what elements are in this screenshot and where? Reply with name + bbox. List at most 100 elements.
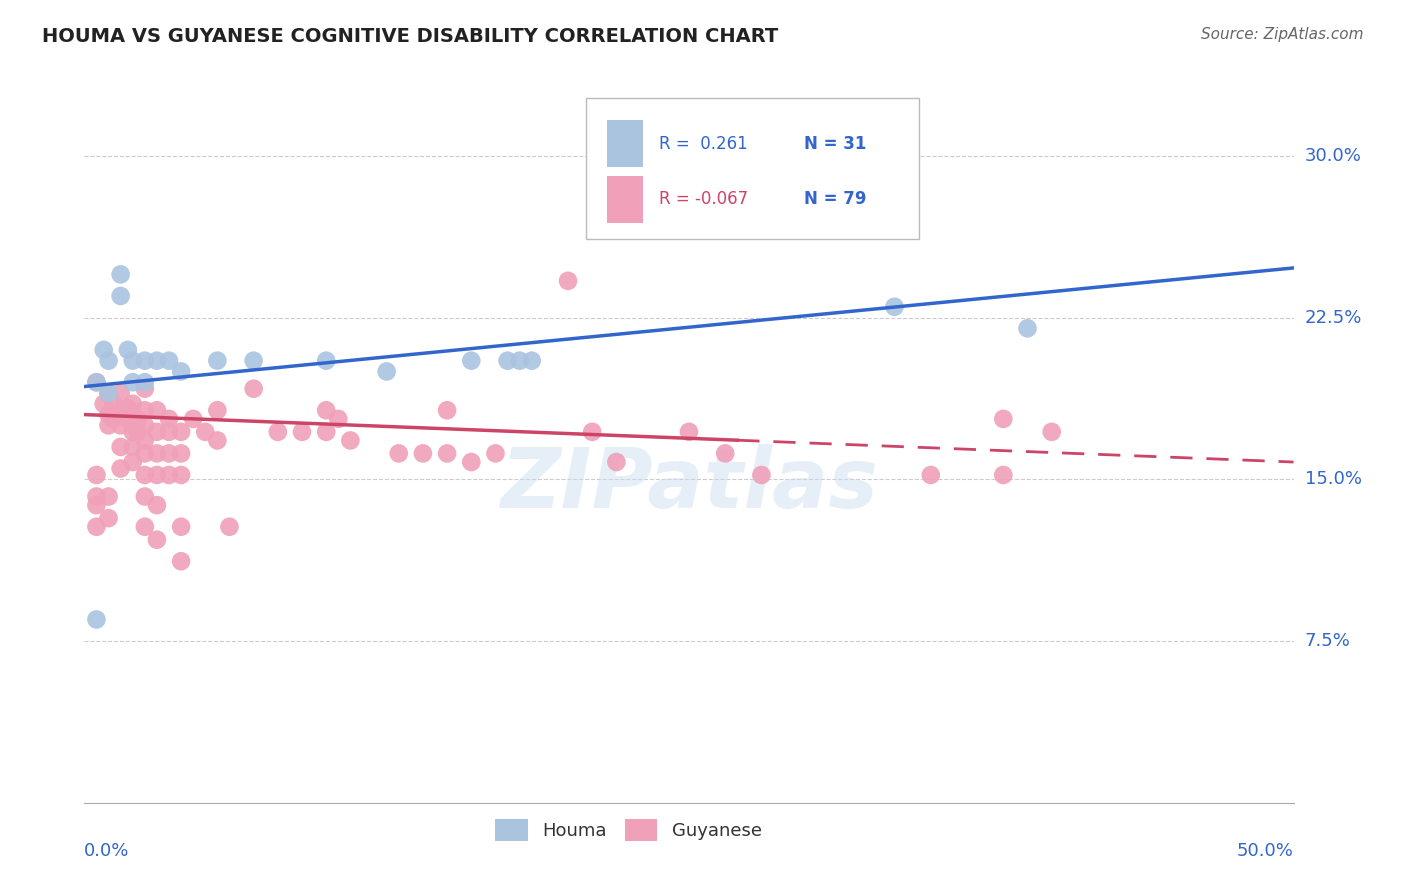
Point (157, 353, 180, 368)
Point (291, 425, 314, 439)
Point (93, 397, 115, 411)
Point (127, 425, 149, 439)
Point (146, 425, 169, 439)
FancyBboxPatch shape (607, 120, 643, 168)
Point (207, 353, 229, 368)
Point (97, 490, 120, 504)
Point (146, 446, 169, 460)
Point (460, 353, 482, 368)
Point (146, 403, 169, 417)
Point (181, 412, 204, 426)
Point (134, 376, 156, 390)
Point (110, 440, 132, 454)
Point (121, 440, 143, 454)
Point (242, 353, 264, 368)
Point (315, 425, 337, 439)
Point (146, 533, 169, 547)
Point (436, 403, 458, 417)
Point (134, 434, 156, 448)
Point (134, 353, 156, 368)
Point (121, 376, 143, 390)
Point (86, 490, 108, 504)
Point (146, 353, 169, 368)
Text: R = -0.067: R = -0.067 (659, 191, 748, 209)
Point (993, 412, 1015, 426)
Point (267, 425, 290, 439)
Point (170, 425, 193, 439)
Text: N = 31: N = 31 (804, 135, 866, 153)
Point (170, 520, 193, 534)
Text: ZIPatlas: ZIPatlas (501, 444, 877, 525)
Point (436, 446, 458, 460)
Point (218, 520, 240, 534)
Point (86, 498, 108, 512)
Point (460, 455, 482, 469)
Text: 22.5%: 22.5% (1305, 309, 1362, 326)
Point (134, 382, 156, 396)
Point (920, 467, 942, 482)
Point (315, 353, 337, 368)
Point (93, 343, 115, 357)
Point (103, 397, 125, 411)
Point (1017, 321, 1039, 335)
Point (97, 511, 120, 525)
Point (97, 386, 120, 401)
Point (883, 300, 905, 314)
Point (134, 490, 156, 504)
Point (520, 353, 543, 368)
Point (157, 467, 180, 482)
Point (97, 353, 120, 368)
Point (581, 425, 603, 439)
Legend: Houma, Guyanese: Houma, Guyanese (488, 812, 769, 848)
Point (557, 274, 579, 288)
Point (97, 386, 120, 401)
Text: 7.5%: 7.5% (1305, 632, 1351, 650)
Point (1040, 425, 1063, 439)
Point (134, 520, 156, 534)
Point (339, 434, 361, 448)
Point (86, 467, 108, 482)
FancyBboxPatch shape (586, 98, 918, 239)
Point (170, 554, 193, 568)
Point (484, 446, 506, 460)
Point (127, 412, 149, 426)
Text: Source: ZipAtlas.com: Source: ZipAtlas.com (1201, 27, 1364, 42)
Text: R =  0.261: R = 0.261 (659, 135, 748, 153)
Point (751, 467, 773, 482)
Point (86, 376, 108, 390)
Point (375, 364, 398, 378)
Point (121, 412, 143, 426)
Point (146, 467, 169, 482)
Point (110, 461, 132, 475)
Point (170, 467, 193, 482)
Point (496, 353, 519, 368)
Point (157, 412, 180, 426)
Text: HOUMA VS GUYANESE COGNITIVE DISABILITY CORRELATION CHART: HOUMA VS GUYANESE COGNITIVE DISABILITY C… (42, 27, 779, 45)
Point (110, 386, 132, 401)
Point (121, 353, 143, 368)
Point (157, 425, 180, 439)
Point (714, 446, 737, 460)
Point (605, 455, 627, 469)
FancyBboxPatch shape (607, 176, 643, 223)
Point (509, 353, 531, 368)
Point (110, 289, 132, 303)
Point (207, 403, 229, 417)
Point (117, 343, 139, 357)
Point (117, 401, 139, 416)
Text: 50.0%: 50.0% (1237, 842, 1294, 860)
Point (110, 418, 132, 433)
Point (121, 425, 143, 439)
Point (799, 160, 821, 174)
Point (315, 403, 337, 417)
Point (103, 412, 125, 426)
Point (121, 397, 143, 411)
Point (242, 382, 264, 396)
Point (388, 446, 411, 460)
Point (134, 403, 156, 417)
Point (207, 434, 229, 448)
Point (146, 498, 169, 512)
Point (157, 446, 180, 460)
Point (134, 418, 156, 433)
Point (117, 412, 139, 426)
